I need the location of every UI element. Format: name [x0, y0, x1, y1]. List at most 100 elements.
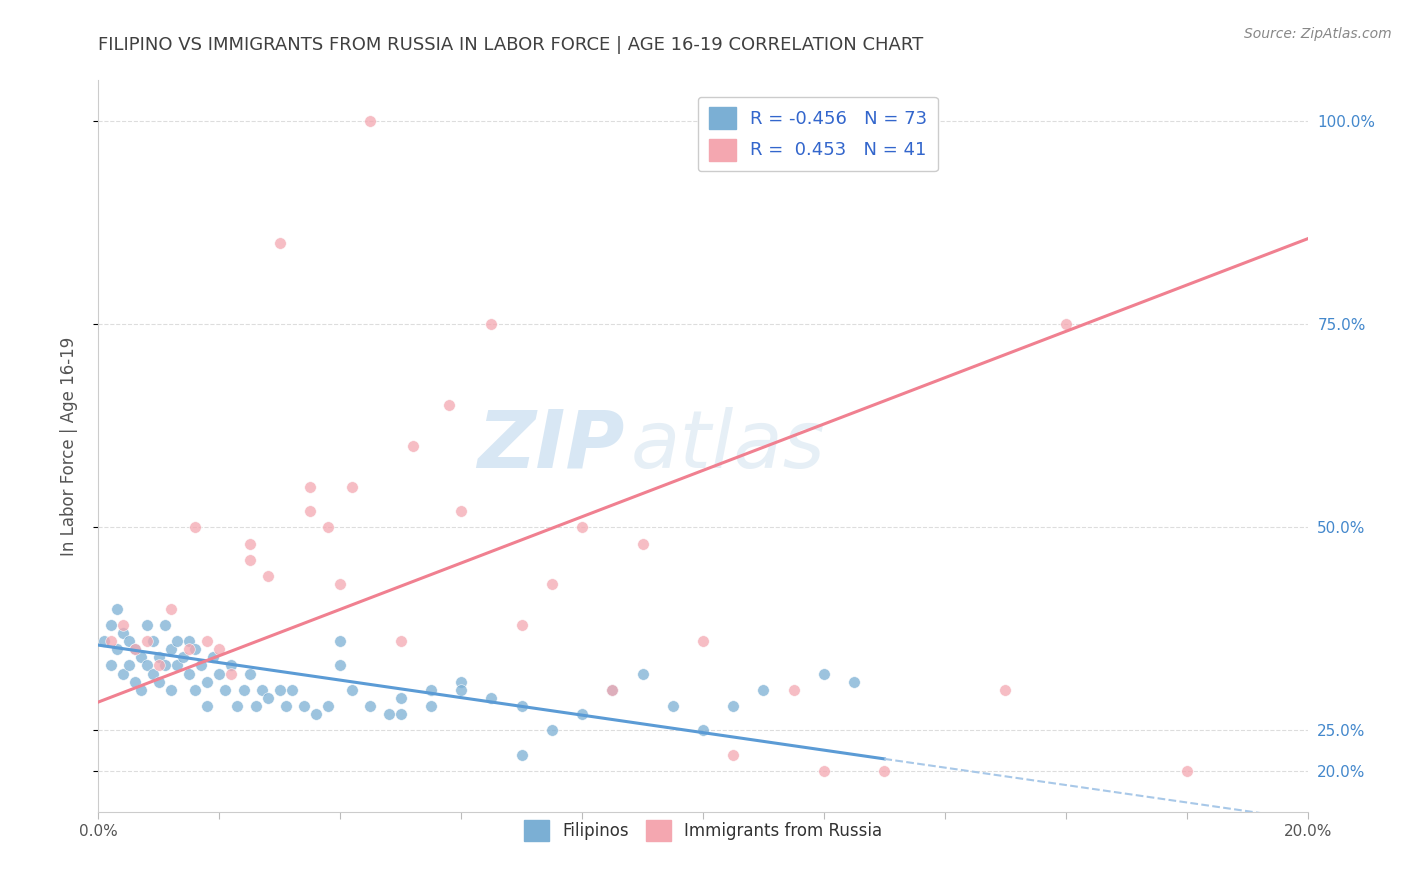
Point — [100, 617, 122, 632]
Point — [571, 707, 593, 722]
Point — [389, 634, 412, 648]
Point — [481, 317, 503, 331]
Point — [160, 642, 183, 657]
Point — [783, 682, 806, 697]
Point — [208, 666, 231, 681]
Point — [142, 666, 165, 681]
Point — [256, 690, 278, 705]
Point — [160, 682, 183, 697]
Point — [111, 666, 134, 681]
Point — [274, 699, 297, 714]
Point — [221, 658, 243, 673]
Point — [692, 723, 714, 738]
Text: Source: ZipAtlas.com: Source: ZipAtlas.com — [1244, 27, 1392, 41]
Point — [214, 682, 236, 697]
Point — [450, 682, 472, 697]
Point — [256, 569, 278, 583]
Point — [292, 699, 315, 714]
Point — [631, 666, 654, 681]
Point — [239, 536, 262, 550]
Point — [250, 682, 273, 697]
Point — [226, 699, 249, 714]
Text: FILIPINO VS IMMIGRANTS FROM RUSSIA IN LABOR FORCE | AGE 16-19 CORRELATION CHART: FILIPINO VS IMMIGRANTS FROM RUSSIA IN LA… — [98, 36, 924, 54]
Point — [129, 682, 152, 697]
Point — [179, 634, 201, 648]
Point — [602, 682, 624, 697]
Point — [105, 601, 128, 615]
Point — [631, 536, 654, 550]
Point — [239, 666, 262, 681]
Point — [342, 682, 364, 697]
Point — [142, 634, 165, 648]
Point — [269, 235, 291, 250]
Point — [329, 634, 352, 648]
Point — [118, 658, 141, 673]
Legend: Filipinos, Immigrants from Russia: Filipinos, Immigrants from Russia — [517, 814, 889, 847]
Point — [752, 682, 775, 697]
Point — [813, 666, 835, 681]
Point — [540, 577, 562, 591]
Point — [160, 601, 183, 615]
Point — [153, 658, 176, 673]
Point — [124, 642, 146, 657]
Point — [299, 504, 322, 518]
Point — [184, 520, 207, 534]
Point — [329, 658, 352, 673]
Point — [135, 658, 157, 673]
Point — [100, 658, 122, 673]
Point — [602, 682, 624, 697]
Point — [342, 480, 364, 494]
Point — [692, 634, 714, 648]
Point — [184, 642, 207, 657]
Point — [723, 699, 745, 714]
Point — [360, 114, 382, 128]
Point — [510, 699, 533, 714]
Text: ZIP: ZIP — [477, 407, 624, 485]
Point — [111, 626, 134, 640]
Point — [450, 504, 472, 518]
Point — [305, 707, 328, 722]
Point — [239, 553, 262, 567]
Point — [873, 764, 896, 778]
Point — [232, 682, 254, 697]
Point — [153, 617, 176, 632]
Point — [420, 682, 443, 697]
Point — [269, 682, 291, 697]
Point — [360, 699, 382, 714]
Point — [93, 634, 115, 648]
Point — [124, 642, 146, 657]
Point — [100, 634, 122, 648]
Point — [179, 642, 201, 657]
Point — [195, 674, 218, 689]
Point — [135, 634, 157, 648]
Point — [450, 674, 472, 689]
Point — [437, 398, 460, 412]
Point — [723, 747, 745, 762]
Point — [571, 520, 593, 534]
Point — [481, 690, 503, 705]
Point — [377, 707, 399, 722]
Point — [221, 666, 243, 681]
Point — [1175, 764, 1198, 778]
Point — [111, 617, 134, 632]
Point — [402, 439, 425, 453]
Point — [148, 658, 170, 673]
Point — [510, 617, 533, 632]
Y-axis label: In Labor Force | Age 16-19: In Labor Force | Age 16-19 — [59, 336, 77, 556]
Point — [190, 658, 212, 673]
Point — [118, 634, 141, 648]
Text: atlas: atlas — [630, 407, 825, 485]
Point — [148, 674, 170, 689]
Point — [844, 674, 866, 689]
Point — [135, 617, 157, 632]
Point — [148, 650, 170, 665]
Point — [299, 480, 322, 494]
Point — [245, 699, 267, 714]
Point — [540, 723, 562, 738]
Point — [195, 634, 218, 648]
Point — [166, 658, 188, 673]
Point — [316, 699, 339, 714]
Point — [179, 666, 201, 681]
Point — [994, 682, 1017, 697]
Point — [1054, 317, 1077, 331]
